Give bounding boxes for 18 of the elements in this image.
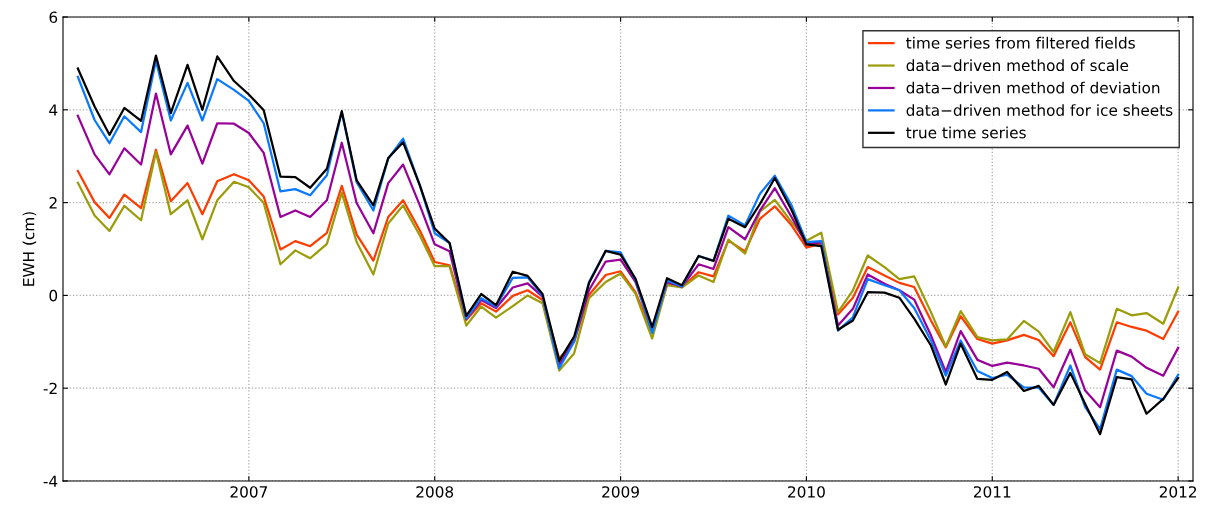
x-tick-label: 2012 [1159,486,1197,498]
x-tick-label: 2009 [602,486,639,498]
y-tick-label: -2 [43,382,57,394]
y-axis-title: EWH (cm) [22,212,37,286]
x-tick-label: 2011 [973,486,1011,498]
y-tick-label: -4 [43,475,58,487]
x-tick-label: 2010 [788,486,825,498]
legend-label: data−driven method for ice sheets [906,104,1173,116]
legend-label: time series from filtered fields [906,36,1135,49]
legend-label: true time series [906,126,1026,139]
legend-label: data−driven method of scale [906,59,1129,72]
y-tick-label: 6 [49,11,58,24]
y-tick-label: 2 [49,197,57,209]
x-tick-label: 2008 [416,486,454,498]
y-tick-label: 0 [49,289,58,302]
legend-label: data−driven method of deviation [906,81,1160,94]
y-tick-label: 4 [49,104,58,116]
x-tick-label: 2007 [230,486,267,498]
